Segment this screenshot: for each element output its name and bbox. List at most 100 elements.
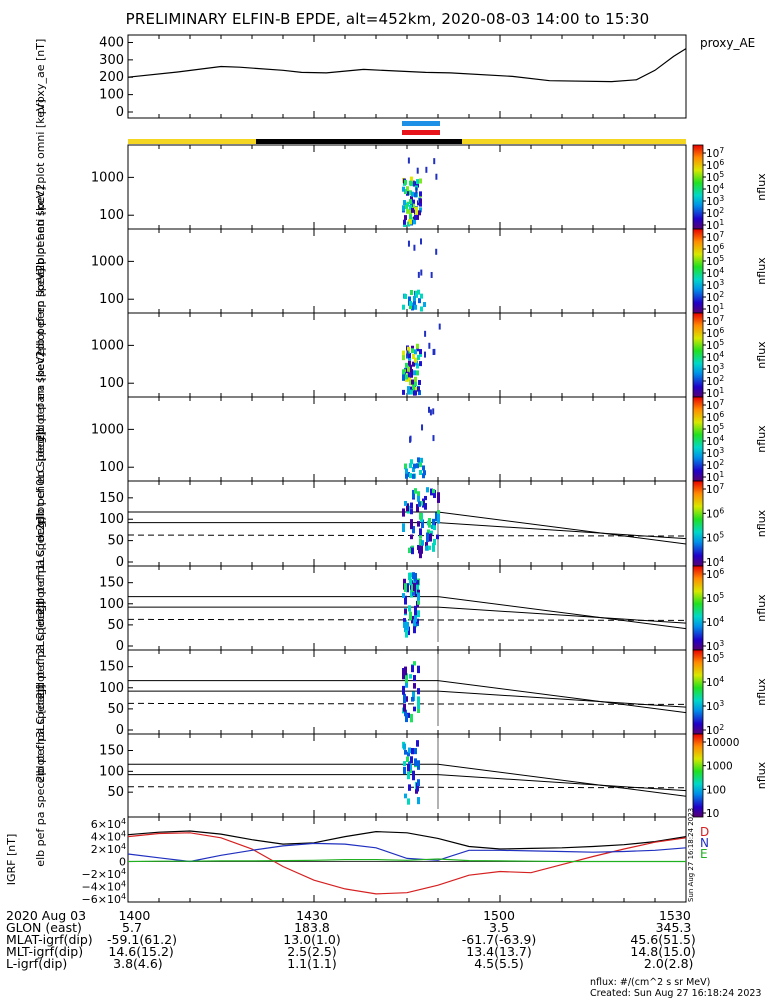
igrf-legend-N: N [700,836,709,850]
spectrogram-cell [412,180,415,187]
spectrogram-cell [428,342,431,349]
spectrogram-cell [407,346,410,352]
spectrogram-cell [419,351,422,357]
spectrogram-cell [417,702,420,712]
igrf-line-total [127,830,687,850]
loss-cone-line [437,606,687,624]
spectrogram-cell [425,166,428,173]
ytick-label: 1000 [91,170,124,185]
ylabel-text: elb pef en spec2plot anti [keV] [34,186,47,355]
spectrogram-cell [416,179,419,185]
spectrogram-cell [407,763,410,772]
spectrogram-cell [416,618,419,624]
spectrogram-cell [432,488,435,494]
spectrogram-cell [417,457,420,463]
spectrogram-cell [406,186,409,192]
spectrogram-cell [410,201,413,207]
spectrogram-cell [403,743,406,750]
spectrogram-cell [404,189,407,195]
colorbar-tick-label: 104 [706,675,724,689]
spectrogram-cell [407,626,410,636]
spectrogram-cell [414,192,417,198]
spectrogram-cell [409,300,412,306]
spectrogram-cell [414,214,417,220]
spectrogram-cell [402,685,405,695]
spectrogram-cell [413,661,416,666]
spectrogram-cell [407,751,410,757]
colorbar-pef_en_perp [692,312,704,398]
spectrogram-cell [410,509,413,515]
spectrogram-cell [413,619,416,627]
ytick-label: 100 [99,292,124,307]
spectrogram-cell [417,386,420,392]
ytick-label: 100 [99,681,124,696]
ytick-label: 400 [99,35,124,50]
anti-loss-cone-line [127,702,687,705]
spectrogram-cell [407,240,410,247]
spectrogram-cell [402,205,405,211]
spectrogram-cell [432,408,435,415]
spectrogram-cell [409,463,412,469]
colorbar-tick-label: 10000 [706,737,739,749]
ylabel-proxy_ae: proxy_ae [nT] [34,39,47,114]
spectrogram-cell [430,271,433,278]
ytick-label: −4×104 [82,879,126,893]
ytick-label: 100 [99,88,124,103]
spectrogram-cell [416,782,419,792]
spectrogram-cell [416,363,419,369]
spectrogram-cell [402,304,405,310]
spectrogram-cell [410,196,413,202]
spectrogram-cell [432,518,435,528]
spectrogram-cell [406,208,409,214]
ytick-label: 6×104 [91,817,126,831]
spectrogram-cell [437,492,440,502]
spectrogram-cell [406,756,409,763]
ytick-label: 200 [99,70,124,85]
spectrogram-cell [407,771,410,780]
colorbar-pef_pa_ch0LC [692,480,704,567]
spectrogram-cell [417,688,420,695]
spectrogram-cell [417,696,420,705]
spectrogram-cell [417,354,420,360]
spectrogram-cell [414,349,417,355]
igrf-legend-E: E [700,847,708,861]
footer-row-value: 14.6(15.2) [108,944,174,959]
proxy-ae-line [127,48,687,83]
ylabel-text: elb pef en spec2plot para [keV] [34,352,47,525]
spectrogram-cell [407,157,410,164]
spectrogram-cell [402,369,405,375]
footer-row-label: MLT-igrf(dip) [6,944,84,959]
spectrogram-cell [418,298,421,304]
spectrogram-cell [409,364,412,370]
spectrogram-cell [407,221,410,227]
spectrogram-cell [435,173,438,180]
spectrogram-cell [403,578,406,584]
ylabel-text: proxy_ae [nT] [34,39,47,114]
spectrogram-cell [426,487,429,493]
spectrogram-cell [409,380,412,386]
ylabel-text: elb pef pa spec2plot ch2LC [deg] [34,601,47,783]
spectrogram-cell [420,544,423,554]
colorbar-title-pef_pa_ch3LC: nflux [755,761,768,789]
spectrogram-cell [422,465,425,471]
spectrogram-cell [433,158,436,165]
ylabel-text: elb pef pa spec2plot ch0LC [deg] [34,432,47,614]
spectrogram-cell [411,665,414,673]
ytick-label: 100 [99,597,124,612]
spectrogram-cell [411,207,414,213]
spectrogram-cell [421,424,424,431]
spectrogram-cell [408,372,411,378]
ytick-label: 100 [99,764,124,779]
ytick-label: 1000 [91,338,124,353]
footer-row-value: 2.5(2.5) [287,944,337,959]
spectrogram-cell [420,269,423,276]
spectrogram-cell [411,615,414,624]
ytick-label: 0 [116,105,124,120]
spectrogram-cell [413,244,416,251]
spectrogram-cell [438,323,441,330]
panel-frame-proxy_ae [127,34,687,119]
spectrogram-cell [417,494,420,502]
spectrogram-cell [410,713,413,723]
colorbar-tick-label: 100 [706,784,726,796]
side-timestamp: Sun Aug 27 16:18:24 2023 [687,808,695,902]
